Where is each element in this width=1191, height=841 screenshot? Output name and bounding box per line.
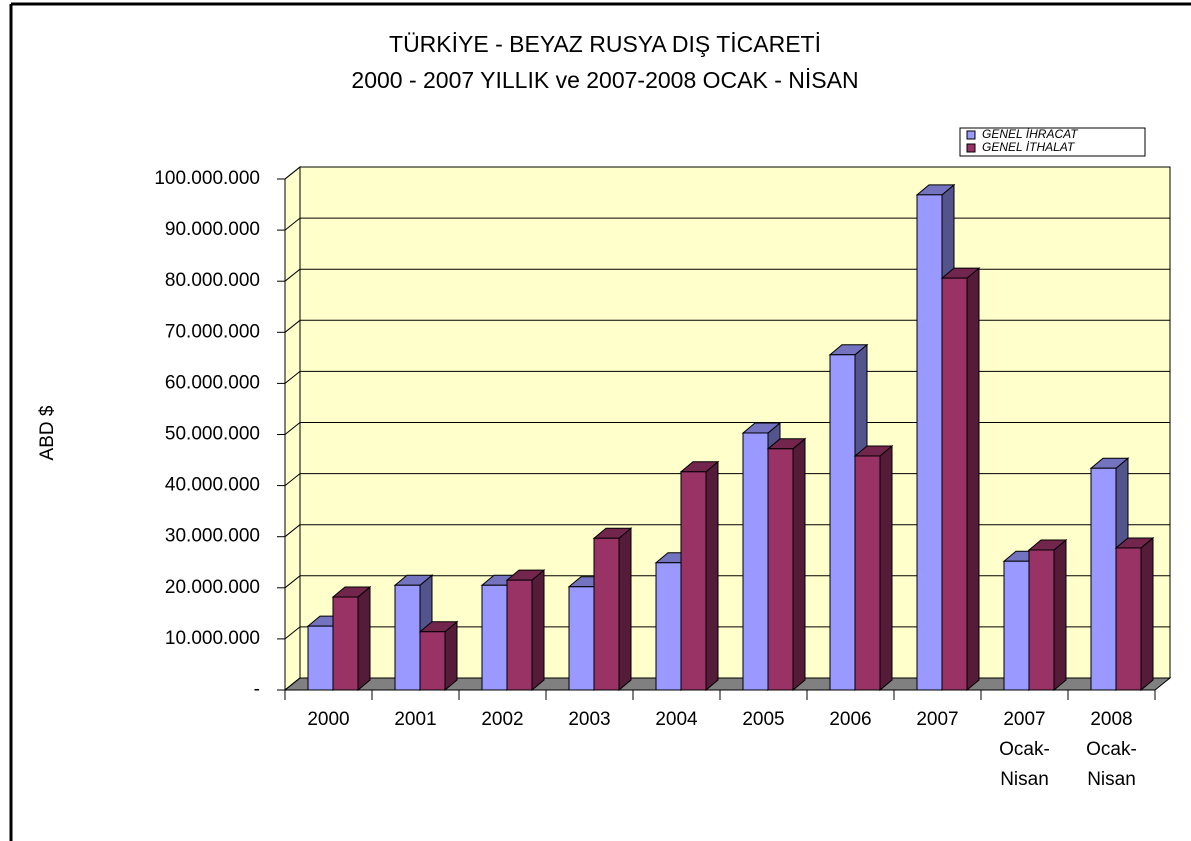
grid-line (284, 268, 301, 282)
grid-line (284, 524, 301, 538)
y-tick-label: 60.000.000 (165, 372, 260, 393)
bar (854, 455, 881, 691)
bar-side (1053, 538, 1067, 692)
bar-side (618, 527, 632, 692)
bar (680, 471, 707, 691)
bar (593, 537, 620, 691)
x-tick-label: 2004 (655, 709, 698, 730)
bar (1028, 549, 1055, 691)
y-tick-label: 80.000.000 (165, 270, 260, 291)
bar (419, 631, 446, 691)
bar (506, 579, 533, 691)
bar-side (357, 585, 371, 692)
grid-line (284, 166, 301, 180)
bar-side (966, 267, 980, 692)
grid-line (284, 371, 301, 384)
grid-line (284, 626, 301, 640)
x-tick-label: 2007 Ocak-Nisan (999, 709, 1050, 790)
bar (332, 596, 359, 691)
y-tick-label: 90.000.000 (165, 219, 260, 240)
grid-line (284, 217, 301, 231)
bar-side (792, 437, 806, 692)
legend-label: GENEL İHRACAT (982, 127, 1079, 141)
bar (1090, 467, 1117, 691)
x-tick-label: 2006 (829, 709, 871, 730)
x-tick-label: 2007 (916, 709, 958, 730)
bar (568, 586, 595, 691)
grid-line (284, 319, 301, 333)
y-tick-label: 70.000.000 (165, 321, 260, 342)
bar (767, 448, 794, 691)
legend-swatch (966, 130, 976, 140)
chart-subtitle: 2000 - 2007 YILLIK ve 2007-2008 OCAK - N… (351, 67, 858, 93)
legend-swatch (966, 143, 976, 153)
bar (941, 277, 968, 691)
bar (481, 584, 508, 691)
grid-line (284, 422, 301, 435)
bar (655, 562, 682, 691)
y-tick-label: 10.000.000 (165, 628, 260, 649)
legend-label: GENEL İTHALAT (982, 140, 1076, 154)
x-tick-label: 2003 (568, 709, 610, 730)
bar (1003, 560, 1030, 691)
y-tick-label: - (254, 679, 260, 700)
y-tick-label: 40.000.000 (165, 475, 260, 496)
y-axis-label: ABD $ (37, 405, 58, 460)
y-tick-label: 100.000.000 (154, 168, 260, 189)
y-tick-label: 20.000.000 (165, 577, 260, 598)
grid-line (284, 677, 301, 691)
bar (829, 354, 856, 691)
bar (307, 625, 334, 691)
bar (742, 432, 769, 691)
y-tick-label: 30.000.000 (165, 526, 260, 547)
grid-line (284, 575, 301, 589)
bar-side (879, 444, 893, 692)
bar-side (444, 620, 458, 692)
legend-box (959, 127, 1146, 157)
bar (394, 584, 421, 691)
bar-side (531, 569, 545, 692)
y-tick-label: 50.000.000 (165, 424, 260, 445)
x-tick-label: 2000 (307, 709, 349, 730)
bar-side (705, 460, 719, 692)
x-tick-label: 2005 (742, 709, 784, 730)
grid-line (284, 473, 301, 486)
bar-side (1140, 536, 1154, 692)
x-tick-label: 2008 Ocak-Nisan (1086, 709, 1137, 790)
bar (1115, 547, 1142, 691)
chart-title: TÜRKİYE - BEYAZ RUSYA DIŞ TİCARETİ (389, 31, 821, 57)
bar (916, 194, 943, 691)
x-tick-label: 2001 (394, 709, 436, 730)
x-tick-label: 2002 (481, 709, 523, 730)
